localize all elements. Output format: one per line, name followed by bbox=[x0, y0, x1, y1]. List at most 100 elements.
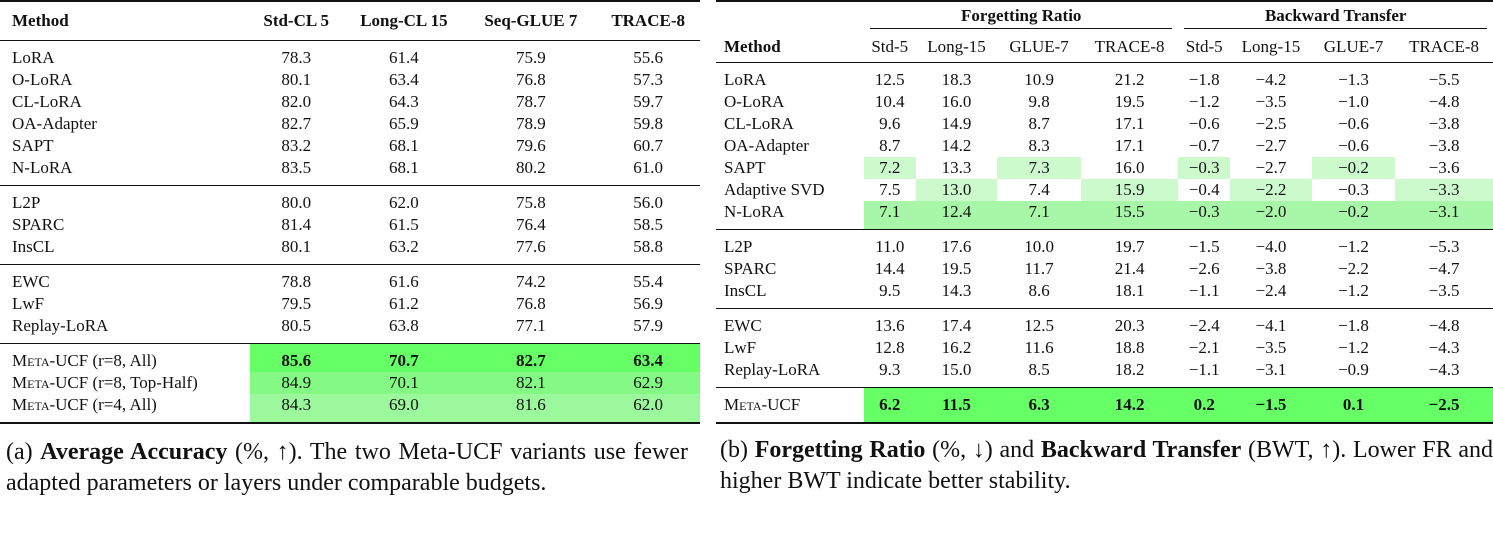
cell-value: −2.2 bbox=[1230, 179, 1312, 201]
cell-value: 11.5 bbox=[915, 387, 998, 423]
group-header-label: Backward Transfer bbox=[1184, 6, 1487, 29]
cell-value: 62.0 bbox=[389, 193, 419, 212]
method-name: SPARC bbox=[12, 215, 65, 234]
method-name: Replay-LoRA bbox=[724, 360, 821, 379]
cell-value: −0.4 bbox=[1188, 180, 1220, 199]
method-name: InsCL bbox=[724, 281, 767, 300]
cell-value: 8.7 bbox=[1028, 114, 1050, 133]
column-header-fr-long15: Long-15 bbox=[927, 37, 986, 56]
table-row: InsCL 80.1 63.2 77.6 58.8 bbox=[0, 236, 700, 265]
cell-value: 80.0 bbox=[281, 193, 312, 212]
column-header-method: Method bbox=[724, 37, 781, 56]
column-header-long-cl15: Long-CL 15 bbox=[360, 11, 448, 30]
cell-value: 76.4 bbox=[515, 215, 546, 234]
method-name: InsCL bbox=[12, 237, 55, 256]
method-name: Meta-UCF (r=8, All) bbox=[0, 344, 250, 373]
cell-value: 76.8 bbox=[515, 294, 546, 313]
cell-value: −3.5 bbox=[1255, 92, 1287, 111]
cell-value: 7.2 bbox=[864, 157, 916, 179]
cell-value: 19.5 bbox=[1114, 92, 1145, 111]
method-name: O-LoRA bbox=[724, 92, 785, 111]
cell-value: 12.5 bbox=[1024, 316, 1054, 335]
method-name: LwF bbox=[12, 294, 45, 313]
cell-value: 6.2 bbox=[864, 387, 916, 423]
cell-value: 11.7 bbox=[1024, 259, 1054, 278]
group-peft: LoRA 12.5 18.3 10.9 21.2 −1.8 −4.2 −1.3 … bbox=[716, 63, 1493, 230]
cell-value: −1.5 bbox=[1230, 387, 1312, 423]
table-row: OA-Adapter 8.7 14.2 8.3 17.1 −0.7 −2.7 −… bbox=[716, 135, 1493, 157]
cell-value: −0.3 bbox=[1178, 201, 1230, 230]
cell-value: 17.4 bbox=[941, 316, 972, 335]
cell-value: 21.4 bbox=[1114, 259, 1145, 278]
caption-label: (b) bbox=[720, 437, 755, 463]
cell-value: −0.6 bbox=[1188, 114, 1220, 133]
cell-value: −2.0 bbox=[1230, 201, 1312, 230]
method-name: N-LoRA bbox=[12, 158, 73, 177]
cell-value: 78.7 bbox=[515, 92, 546, 111]
cell-value: −3.5 bbox=[1255, 338, 1287, 357]
table-row: LwF 12.8 16.2 11.6 18.8 −2.1 −3.5 −1.2 −… bbox=[716, 337, 1493, 359]
cell-value: 65.9 bbox=[389, 114, 419, 133]
method-name: SPARC bbox=[724, 259, 777, 278]
cell-value: 60.7 bbox=[633, 136, 664, 155]
cell-value: 82.0 bbox=[281, 92, 312, 111]
cell-value: −4.3 bbox=[1428, 338, 1460, 357]
cell-value: −2.1 bbox=[1188, 338, 1220, 357]
cell-value: 56.9 bbox=[633, 294, 664, 313]
cell-value: 16.0 bbox=[1114, 158, 1145, 177]
table-row: SAPT 83.2 68.1 79.6 60.7 bbox=[0, 135, 700, 157]
cell-value: 57.3 bbox=[633, 70, 664, 89]
column-header-bwt-long15: Long-15 bbox=[1241, 37, 1301, 56]
cell-value: 9.8 bbox=[1028, 92, 1050, 111]
cell-value: −1.8 bbox=[1338, 316, 1369, 335]
table-row-meta-ucf-best: Meta-UCF (r=8, All) 85.6 70.7 82.7 63.4 bbox=[0, 343, 700, 373]
caption-text: (%, ↑). The two Meta-UCF variants use fe… bbox=[6, 439, 688, 496]
cell-value: 75.9 bbox=[515, 48, 546, 67]
method-base: Meta-UCF bbox=[12, 373, 89, 392]
group-header-forgetting-ratio: Forgetting Ratio bbox=[864, 1, 1178, 32]
cell-value: −0.3 bbox=[1338, 180, 1369, 199]
cell-value: 14.3 bbox=[941, 281, 972, 300]
caption-text: (BWT, ↑). Lower FR and higher BWT indica… bbox=[720, 437, 1493, 494]
cell-value: 12.5 bbox=[874, 70, 905, 89]
cell-value: 64.3 bbox=[389, 92, 419, 111]
method-name: OA-Adapter bbox=[724, 136, 809, 155]
cell-value: −5.5 bbox=[1428, 70, 1460, 89]
cell-value: 6.3 bbox=[997, 387, 1081, 423]
cell-value: −1.2 bbox=[1338, 338, 1369, 357]
column-header-bwt-std5: Std-5 bbox=[1185, 37, 1223, 56]
cell-value: −0.9 bbox=[1338, 360, 1369, 379]
cell-value: −4.1 bbox=[1255, 316, 1287, 335]
cell-value: −0.2 bbox=[1311, 157, 1396, 179]
method-config: (r=4, All) bbox=[88, 395, 157, 414]
method-name: LwF bbox=[724, 338, 757, 357]
cell-value: 61.5 bbox=[389, 215, 419, 234]
cell-value: 7.3 bbox=[997, 157, 1081, 179]
cell-value: 78.8 bbox=[281, 272, 312, 291]
group-meta-ucf: Meta-UCF 6.2 11.5 6.3 14.2 0.2 −1.5 0.1 … bbox=[716, 387, 1493, 423]
cell-value: 62.9 bbox=[596, 372, 700, 394]
caption-a: (a) Average Accuracy (%, ↑). The two Met… bbox=[6, 437, 688, 499]
method-name: CL-LoRA bbox=[12, 92, 82, 111]
table-row: CL-LoRA 9.6 14.9 8.7 17.1 −0.6 −2.5 −0.6… bbox=[716, 113, 1493, 135]
cell-value: −4.2 bbox=[1255, 70, 1287, 89]
cell-value: −1.1 bbox=[1188, 360, 1220, 379]
cell-value: 80.2 bbox=[515, 158, 546, 177]
cell-value: 17.1 bbox=[1114, 136, 1145, 155]
cell-value: −4.8 bbox=[1428, 92, 1460, 111]
cell-value: 83.5 bbox=[281, 158, 312, 177]
cell-value: 10.9 bbox=[1024, 70, 1054, 89]
column-header-fr-glue7: GLUE-7 bbox=[1009, 37, 1069, 56]
method-config: (r=8, Top-Half) bbox=[88, 373, 198, 392]
cell-value: 83.2 bbox=[281, 136, 312, 155]
table-row: LoRA 78.3 61.4 75.9 55.6 bbox=[0, 41, 700, 70]
column-header-method: Method bbox=[12, 11, 69, 30]
table-row: N-LoRA 7.1 12.4 7.1 15.5 −0.3 −2.0 −0.2 … bbox=[716, 201, 1493, 230]
table-row: Meta-UCF (r=4, All) 84.3 69.0 81.6 62.0 bbox=[0, 394, 700, 423]
group-peft: LoRA 78.3 61.4 75.9 55.6 O-LoRA 80.1 63.… bbox=[0, 41, 700, 186]
accuracy-table: Method Std-CL 5 Long-CL 15 Seq-GLUE 7 TR… bbox=[0, 0, 700, 424]
cell-value: 17.1 bbox=[1114, 114, 1145, 133]
cell-value: 9.6 bbox=[879, 114, 901, 133]
group-meta-ucf: Meta-UCF (r=8, All) 85.6 70.7 82.7 63.4 … bbox=[0, 343, 700, 423]
method-name: LoRA bbox=[724, 70, 767, 89]
